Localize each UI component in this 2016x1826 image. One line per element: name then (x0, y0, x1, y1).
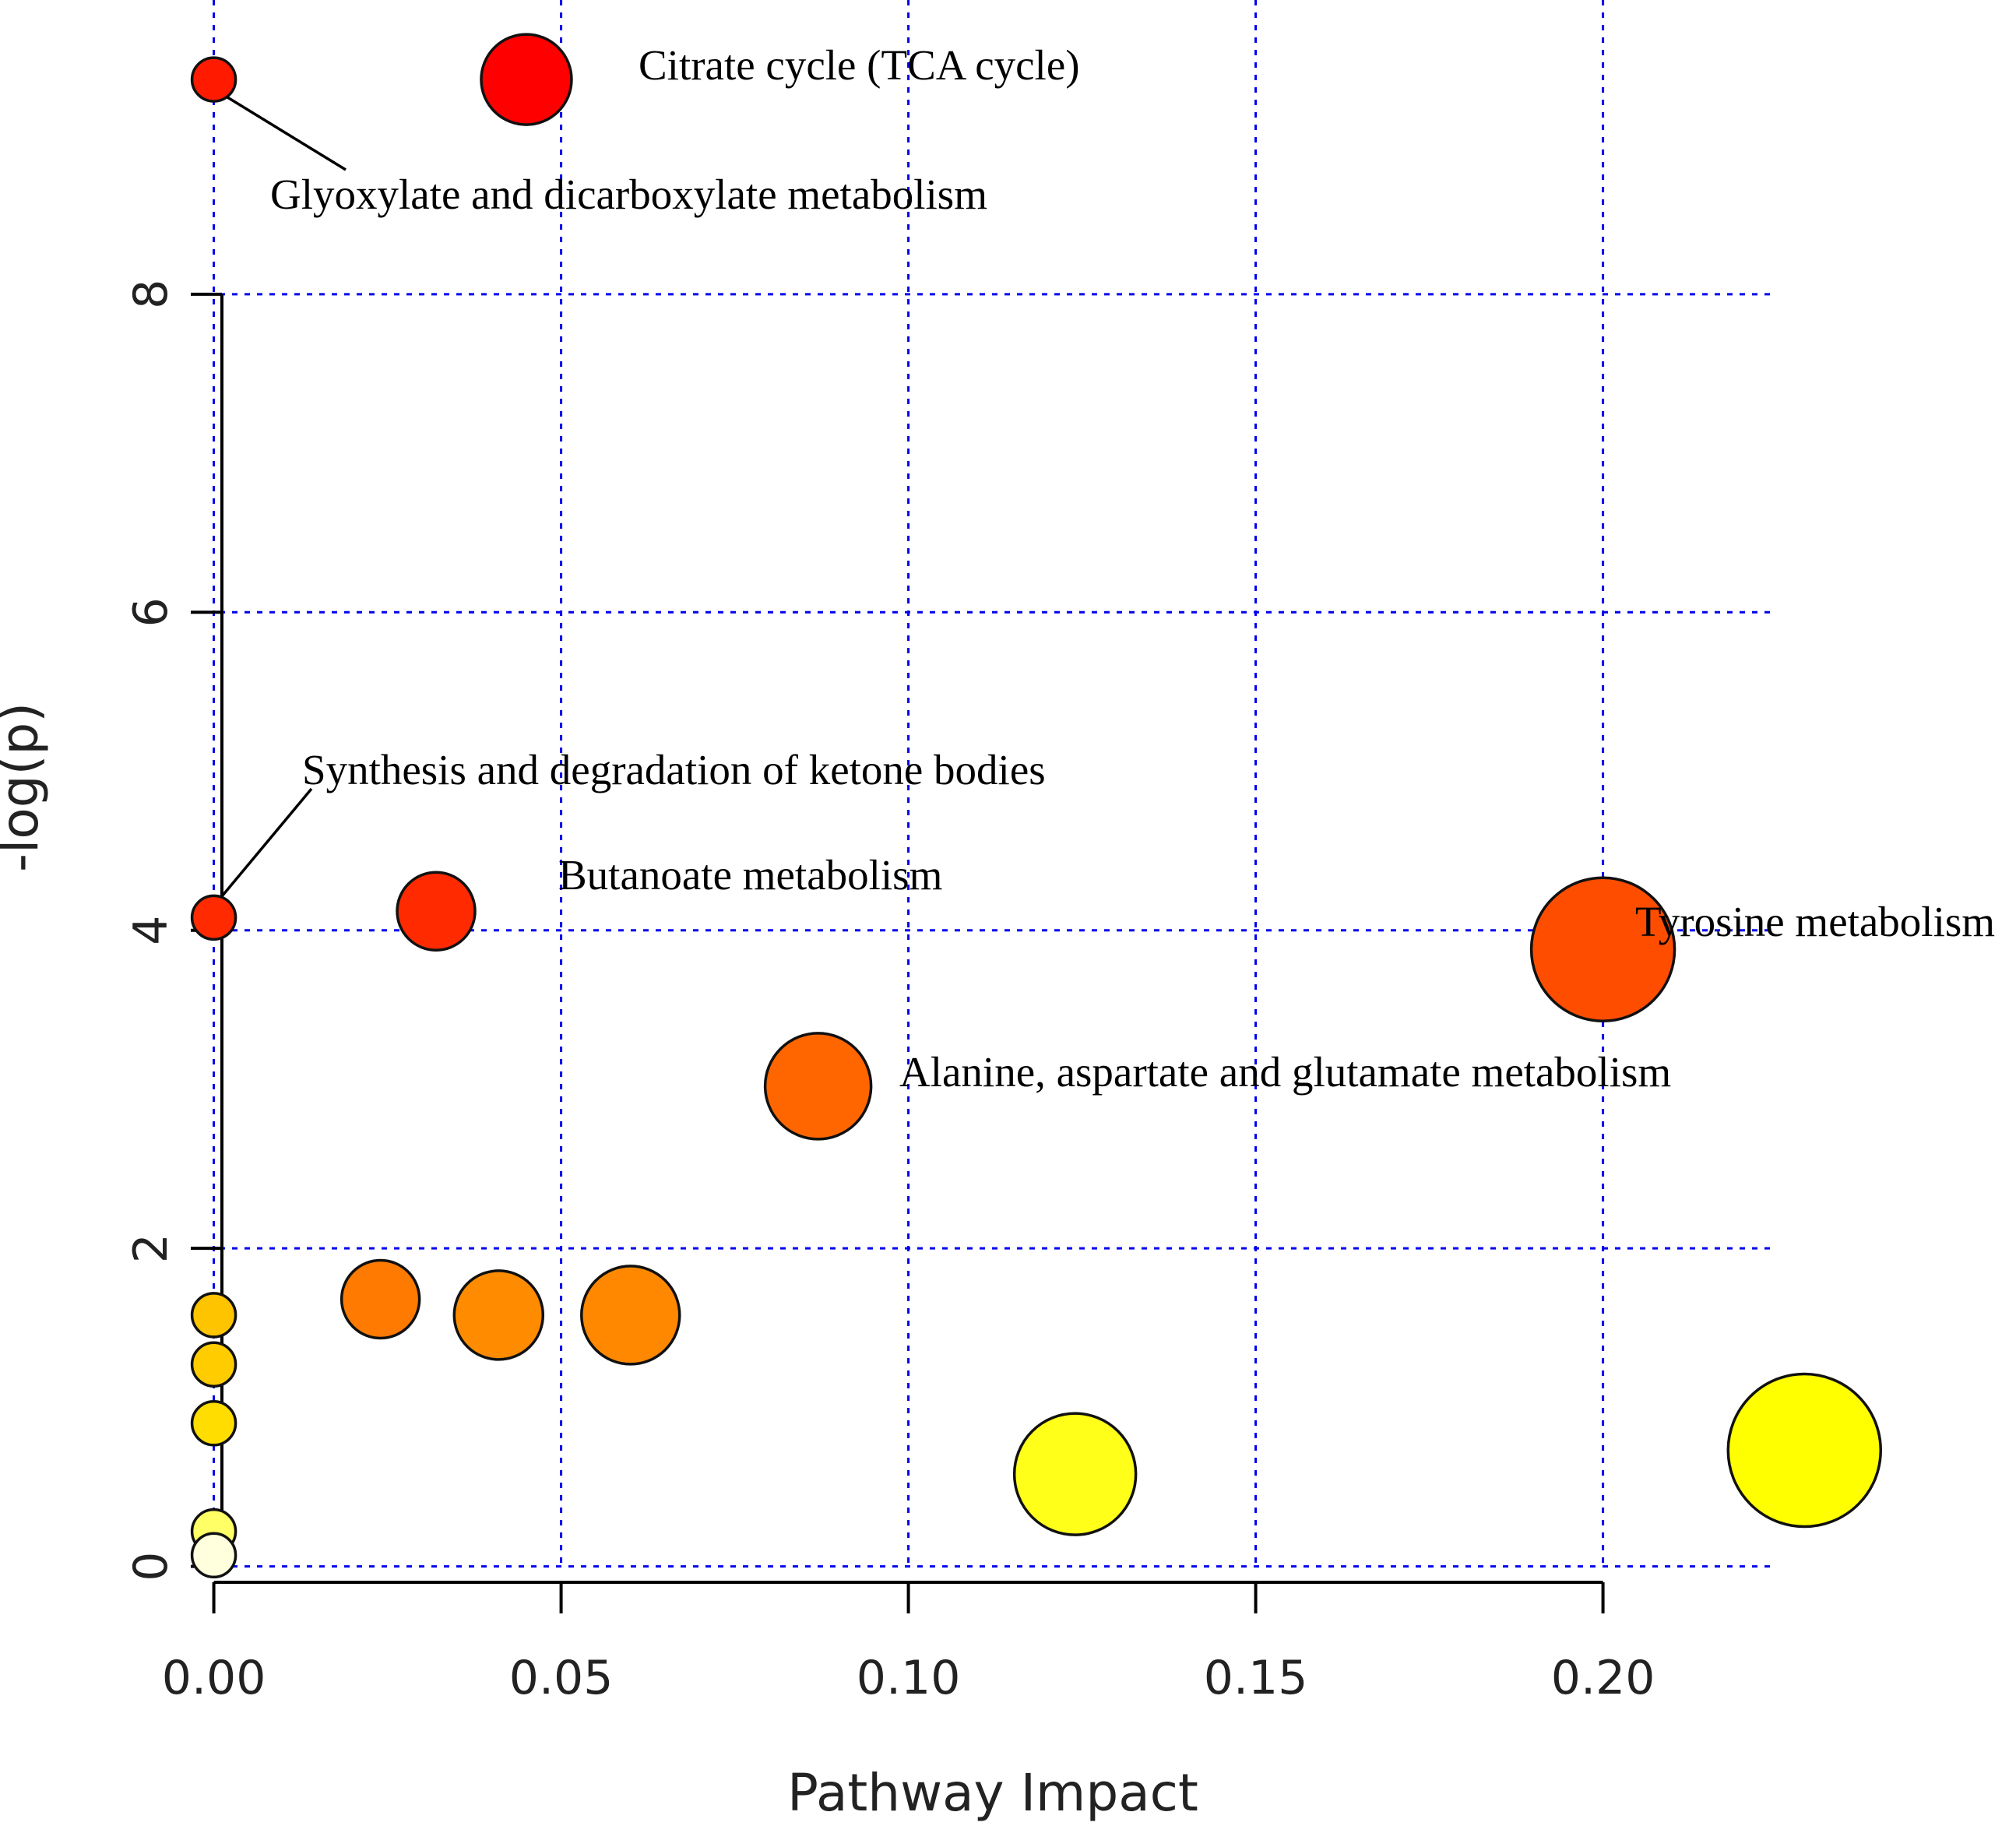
y-tick-label: 0 (124, 1552, 178, 1581)
label-leader (220, 787, 313, 898)
bubble-point (340, 1258, 421, 1340)
point-label: Synthesis and degradation of ketone bodi… (302, 746, 1046, 793)
bubble-point (190, 1400, 237, 1447)
bubble-point (452, 1269, 545, 1361)
bubble-point (190, 1292, 237, 1339)
y-tick-label: 2 (124, 1233, 178, 1263)
bubble-point (190, 1341, 237, 1388)
bubbles (190, 33, 1883, 1579)
bubble-point (1012, 1412, 1138, 1536)
x-tick-label: 0.15 (1204, 1651, 1308, 1705)
bubble-point (1529, 876, 1676, 1022)
point-label: Citrate cycle (TCA cycle) (639, 41, 1080, 89)
axes: 0 2 4 6 8 0.00 0.05 0.10 0.15 0.20 -log(p) Pathw… (0, 280, 1655, 1823)
label-leader (226, 96, 347, 171)
bubble-point (190, 1532, 237, 1579)
bubble-point (190, 894, 237, 941)
point-label: Alanine, aspartate and glutamate metabol… (899, 1048, 1671, 1096)
bubble-point (1726, 1372, 1883, 1529)
bubble-point (190, 56, 237, 103)
x-tick-label: 0.20 (1551, 1651, 1655, 1705)
y-tick-label: 6 (124, 597, 178, 627)
bubble-point (763, 1032, 873, 1141)
bubble-point (396, 871, 477, 952)
x-axis-title: Pathway Impact (787, 1763, 1198, 1823)
x-tick-label: 0.05 (509, 1651, 614, 1705)
x-ticks: 0.00 0.05 0.10 0.15 0.20 (162, 1582, 1655, 1705)
bubble-point (580, 1265, 681, 1366)
x-tick-label: 0.00 (162, 1651, 266, 1705)
y-axis-title: -log(p) (0, 702, 50, 872)
annotations: Glyoxylate and dicarboxylate metabolism C… (220, 41, 1995, 1096)
point-label: Tyrosine metabolism (1635, 898, 1995, 945)
x-tick-label: 0.10 (857, 1651, 961, 1705)
point-label: Butanoate metabolism (558, 851, 942, 899)
point-label: Glyoxylate and dicarboxylate metabolism (270, 171, 987, 218)
y-tick-label: 4 (124, 916, 178, 945)
bubble-point (480, 33, 573, 126)
y-tick-label: 8 (124, 280, 178, 309)
